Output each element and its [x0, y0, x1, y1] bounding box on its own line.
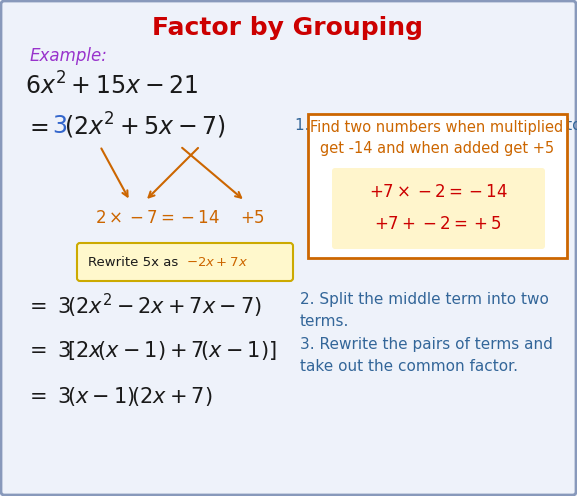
FancyBboxPatch shape: [308, 114, 567, 258]
Text: $=\ 3\!\left[2x\!\left(x-1\right)+7\!\left(x-1\right)\right]$: $=\ 3\!\left[2x\!\left(x-1\right)+7\!\le…: [25, 339, 277, 363]
Text: $=\ 3\!\left(2x^2-2x+7x-7\right)$: $=\ 3\!\left(2x^2-2x+7x-7\right)$: [25, 292, 262, 320]
Text: $2\times-7=-14$: $2\times-7=-14$: [95, 209, 220, 227]
FancyBboxPatch shape: [77, 243, 293, 281]
Text: $\left(2x^2+5x-7\right)$: $\left(2x^2+5x-7\right)$: [64, 111, 226, 141]
Text: Example:: Example:: [30, 47, 108, 65]
Text: Rewrite 5x as: Rewrite 5x as: [88, 255, 178, 268]
Text: $-2x+7x$: $-2x+7x$: [186, 255, 248, 268]
Text: 1. Factor out Greatest Common Factor: 1. Factor out Greatest Common Factor: [295, 119, 577, 133]
Text: $+7\times-2=-14$: $+7\times-2=-14$: [369, 183, 507, 201]
Text: $6x^2+15x-21$: $6x^2+15x-21$: [25, 72, 198, 100]
Text: $+5$: $+5$: [240, 209, 265, 227]
Text: Find two numbers when multiplied
get -14 and when added get +5: Find two numbers when multiplied get -14…: [310, 120, 564, 156]
Text: $3$: $3$: [52, 114, 67, 138]
FancyBboxPatch shape: [332, 168, 545, 249]
Text: 2. Split the middle term into two
terms.
3. Rewrite the pairs of terms and
take : 2. Split the middle term into two terms.…: [300, 292, 553, 374]
Text: $=\ 3\!\left(x-1\right)\!\left(2x+7\right)$: $=\ 3\!\left(x-1\right)\!\left(2x+7\righ…: [25, 384, 212, 408]
Text: $+7+-2=+5$: $+7+-2=+5$: [374, 215, 502, 233]
Text: $=\ $: $=\ $: [25, 114, 49, 138]
Text: Factor by Grouping: Factor by Grouping: [152, 16, 424, 40]
